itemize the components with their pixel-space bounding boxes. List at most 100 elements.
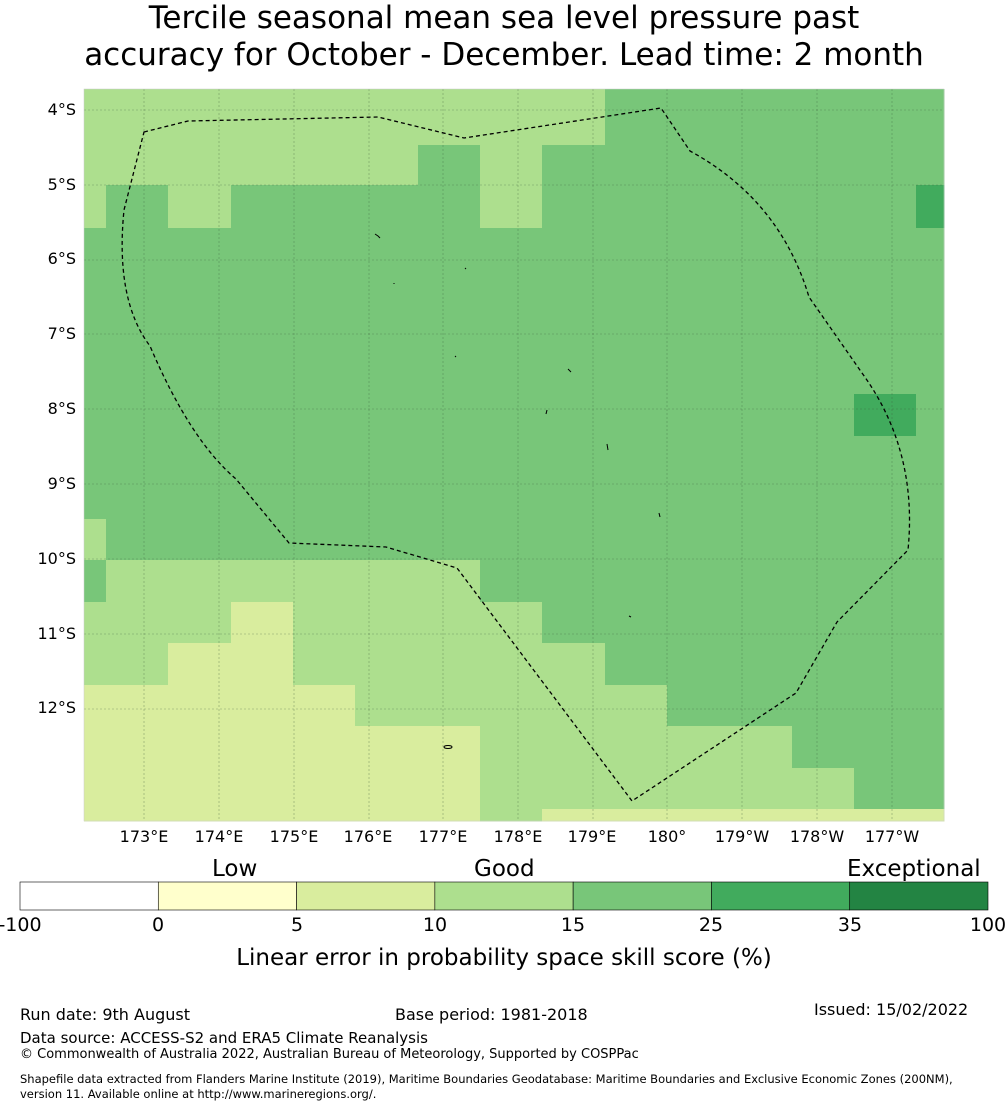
grid-cell (480, 560, 543, 603)
grid-cell (792, 228, 855, 271)
grid-cell (854, 768, 917, 810)
colorbar-segment (711, 881, 851, 911)
island-outlines (374, 233, 661, 749)
grid-cell (168, 726, 232, 769)
grid-cell (480, 519, 543, 561)
grid-cell (355, 185, 419, 229)
grid-cell (916, 685, 945, 727)
grid-cell (730, 353, 793, 395)
grid-cell (418, 726, 481, 769)
grid-cell (854, 726, 917, 769)
grid-cell (231, 185, 294, 229)
grid-cell (730, 602, 793, 644)
grid-cell (84, 353, 107, 395)
grid-cell (106, 519, 169, 561)
grid-cell (916, 768, 945, 810)
grid-cell (418, 394, 481, 437)
grid-cell (605, 185, 668, 229)
grid-cell (854, 394, 917, 437)
grid-cell (418, 643, 481, 686)
grid-cell (667, 560, 731, 603)
grid-cell (231, 560, 294, 603)
grid-cell (231, 145, 294, 186)
grid-cell (792, 768, 855, 810)
grid-cell (480, 726, 543, 769)
grid-cell (84, 519, 107, 561)
grid-cell (231, 643, 294, 686)
grid-cell (667, 602, 731, 644)
shapefile-credit-line-1: Shapefile data extracted from Flanders M… (20, 1072, 953, 1086)
grid-cell (168, 185, 232, 229)
grid-cell (84, 809, 107, 822)
grid-cell (231, 89, 294, 146)
grid-cell (168, 270, 232, 313)
grid-cell (168, 809, 232, 822)
grid-cell (84, 477, 107, 520)
grid-cell (418, 602, 481, 644)
grid-cell (854, 643, 917, 686)
grid-cell (480, 809, 543, 822)
grid-cell (792, 270, 855, 313)
grid-cell (355, 436, 419, 478)
map-frame (83, 88, 945, 822)
grid-cell (168, 643, 232, 686)
island (658, 512, 661, 518)
grid-cell (916, 602, 945, 644)
grid-cell (84, 312, 107, 354)
grid-cell (667, 809, 731, 822)
grid-cell (293, 809, 356, 822)
grid-cell (231, 228, 294, 271)
grid-cell (605, 89, 668, 146)
grid-cell (168, 685, 232, 727)
lon-label: 178°W (789, 827, 845, 846)
colorbar-segment (849, 881, 989, 911)
island (606, 443, 609, 451)
colorbar-tick: 25 (698, 914, 724, 936)
run-date: Run date: 9th August (20, 1005, 190, 1024)
grid-cell (730, 809, 793, 822)
grid-cell (106, 726, 169, 769)
grid-cell (854, 519, 917, 561)
colorbar-tick: 0 (151, 914, 165, 936)
lon-label: 177°E (418, 827, 468, 846)
grid-cell (418, 185, 481, 229)
grid-cell (293, 436, 356, 478)
grid-cell (293, 768, 356, 810)
grid-cell (605, 560, 668, 603)
grid-cell (854, 560, 917, 603)
island (374, 233, 381, 239)
grid-cell (605, 353, 668, 395)
colorbar-tick: 10 (422, 914, 448, 936)
graticule (84, 89, 944, 821)
lat-label: 5°S (47, 175, 76, 194)
grid-cell (355, 768, 419, 810)
grid-cell (854, 270, 917, 313)
grid-cell (605, 643, 668, 686)
grid-cell (231, 312, 294, 354)
grid-cell (542, 145, 606, 186)
grid-cell (418, 270, 481, 313)
grid-cell (293, 228, 356, 271)
grid-cell (231, 394, 294, 437)
grid-cell (231, 436, 294, 478)
grid-cell (542, 726, 606, 769)
grid-cell (168, 228, 232, 271)
grid-cell (480, 185, 543, 229)
grid-cell (667, 685, 731, 727)
grid-cell (168, 353, 232, 395)
grid-cell (168, 560, 232, 603)
grid-cell (106, 602, 169, 644)
grid-cell (792, 560, 855, 603)
colorbar-segment (296, 881, 436, 911)
category-low: Low (212, 856, 258, 882)
grid-cell (418, 89, 481, 146)
grid-cell (542, 519, 606, 561)
colorbar-tick: -100 (0, 914, 42, 936)
shapefile-credit-line-2: version 11. Available online at http://w… (20, 1087, 377, 1101)
grid-cell (480, 394, 543, 437)
colorbar-segment (572, 881, 712, 911)
grid-cell (730, 270, 793, 313)
grid-cell (480, 228, 543, 271)
grid-cell (730, 228, 793, 271)
